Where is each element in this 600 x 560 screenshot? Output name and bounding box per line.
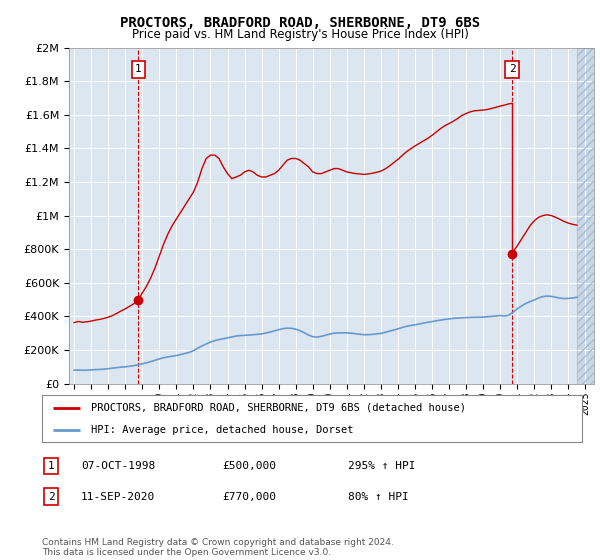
- Bar: [577, 48, 596, 384]
- Text: PROCTORS, BRADFORD ROAD, SHERBORNE, DT9 6BS: PROCTORS, BRADFORD ROAD, SHERBORNE, DT9 …: [120, 16, 480, 30]
- Text: Contains HM Land Registry data © Crown copyright and database right 2024.
This d: Contains HM Land Registry data © Crown c…: [42, 538, 394, 557]
- Text: PROCTORS, BRADFORD ROAD, SHERBORNE, DT9 6BS (detached house): PROCTORS, BRADFORD ROAD, SHERBORNE, DT9 …: [91, 403, 466, 413]
- Text: 2: 2: [47, 492, 55, 502]
- Text: 11-SEP-2020: 11-SEP-2020: [81, 492, 155, 502]
- Text: HPI: Average price, detached house, Dorset: HPI: Average price, detached house, Dors…: [91, 424, 353, 435]
- Text: £500,000: £500,000: [222, 461, 276, 471]
- Text: 80% ↑ HPI: 80% ↑ HPI: [348, 492, 409, 502]
- Text: 1: 1: [47, 461, 55, 471]
- Text: Price paid vs. HM Land Registry's House Price Index (HPI): Price paid vs. HM Land Registry's House …: [131, 28, 469, 41]
- Text: 295% ↑ HPI: 295% ↑ HPI: [348, 461, 415, 471]
- Text: £770,000: £770,000: [222, 492, 276, 502]
- Text: 2: 2: [509, 64, 515, 74]
- Text: 1: 1: [135, 64, 142, 74]
- Bar: [577, 48, 596, 384]
- Text: 07-OCT-1998: 07-OCT-1998: [81, 461, 155, 471]
